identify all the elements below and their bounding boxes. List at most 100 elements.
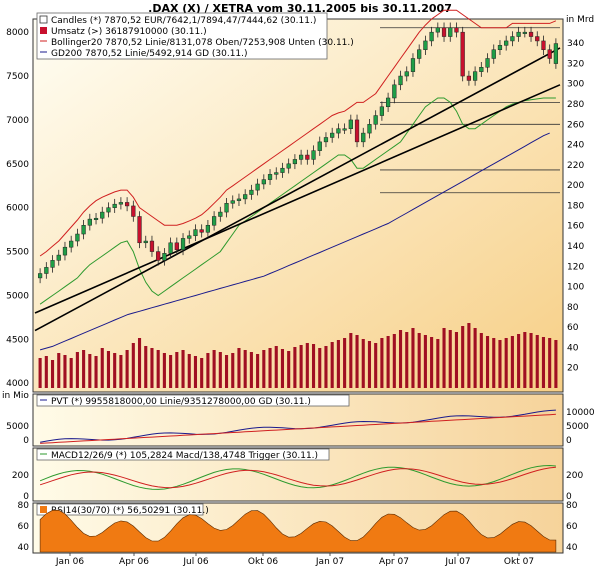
y-tick-right: 280	[567, 100, 584, 110]
candle-body	[528, 31, 534, 37]
candle-body	[81, 224, 86, 235]
volume-bar	[63, 355, 67, 388]
volume-bar	[330, 342, 334, 388]
candle-body	[317, 141, 322, 151]
y-tick-right: 180	[567, 201, 584, 211]
x-tick-label: Jul 06	[182, 557, 208, 567]
candle-body	[205, 224, 211, 233]
volume-bar	[231, 353, 235, 388]
candle-body	[466, 75, 472, 81]
candle-body	[230, 200, 235, 204]
x-tick-label: Jan 06	[55, 557, 84, 567]
volume-bar	[150, 348, 154, 388]
pvt-tick-right: 10000	[566, 408, 595, 418]
volume-bar	[473, 328, 477, 388]
macd-tick-left: 200	[12, 471, 29, 481]
pvt-tick-right: 5000	[566, 422, 589, 432]
candle-body	[535, 36, 540, 42]
candle-body	[385, 97, 391, 108]
volume-bar	[355, 335, 359, 388]
volume-bar	[144, 346, 148, 388]
x-tick-label: Okt 06	[248, 557, 278, 567]
rsi-tick-left: 40	[18, 543, 30, 553]
legend-candles-swatch	[39, 15, 48, 24]
candle-body	[124, 202, 130, 207]
volume-bar	[336, 340, 340, 388]
candle-body	[286, 163, 291, 169]
pvt-legend: PVT (*) 9955818000,00 Linie/9351278000,0…	[51, 397, 311, 407]
candle-body	[379, 106, 385, 116]
macd-tick-right: 0	[566, 492, 572, 502]
y-tick-left: 5500	[6, 248, 29, 258]
volume-bar	[517, 334, 521, 388]
volume-bar	[193, 356, 198, 388]
volume-bar	[405, 332, 409, 388]
gd200-line	[39, 132, 550, 351]
x-tick-label: Jul 07	[444, 557, 470, 567]
volume-bar	[467, 323, 471, 388]
volume-bar	[131, 343, 135, 388]
y-tick-right: 300	[567, 80, 584, 90]
candle-body	[516, 31, 521, 37]
volume-bar	[119, 355, 123, 388]
volume-bar	[274, 346, 278, 388]
y-tick-left: 7000	[6, 116, 29, 126]
candle-body	[367, 124, 372, 134]
candle-body	[149, 240, 155, 252]
y-tick-right: 80	[567, 303, 579, 313]
macd-tick-right: 200	[566, 471, 583, 481]
candle-body	[62, 246, 68, 256]
main-legend: Candles (*) 7870,52 EUR/7642,1/7894,47/7…	[36, 12, 354, 60]
candle-body	[417, 49, 422, 59]
candle-body	[267, 174, 273, 180]
volume-bar	[386, 336, 390, 388]
volume-bar	[430, 337, 434, 388]
candle-body	[479, 67, 484, 72]
volume-bar	[510, 336, 514, 388]
volume-bar	[479, 333, 483, 388]
candle-body	[410, 58, 416, 72]
pvt-panel: in Mio PVT (*) 9955818000,00 Linie/93512…	[2, 391, 595, 447]
y-tick-right: 120	[567, 262, 584, 272]
candle-body	[236, 198, 242, 201]
volume-bar	[57, 353, 61, 388]
candle-body	[187, 235, 192, 239]
legend-umsatz-swatch	[40, 27, 47, 34]
y-tick-right: 200	[567, 181, 584, 191]
candle-body	[156, 251, 161, 261]
volume-bar	[535, 335, 539, 388]
candle-body	[224, 203, 229, 213]
volume-bar	[181, 350, 185, 388]
y-tick-left: 4500	[6, 335, 29, 345]
volume-bar	[256, 354, 260, 388]
x-tick-label: Okt 07	[504, 557, 534, 567]
volume-bar	[125, 350, 129, 388]
y-tick-right: 60	[567, 323, 579, 333]
candle-body	[348, 119, 353, 129]
candle-body	[298, 154, 304, 160]
volume-bar	[243, 350, 247, 388]
volume-bar	[548, 338, 552, 388]
candle-body	[87, 218, 92, 226]
volume-bar	[280, 349, 285, 388]
volume-bar	[237, 348, 241, 388]
bollinger-upper-line	[39, 9, 557, 257]
volume-bar	[448, 330, 452, 388]
candle-body	[330, 132, 335, 138]
candle-body	[261, 179, 266, 185]
volume-bar	[417, 333, 421, 388]
rsi-area	[39, 509, 557, 553]
candle-body	[510, 36, 515, 42]
candle-body	[93, 217, 99, 220]
macd-panel: MACD12/26/9 (*) 105,2824 Macd/138,4748 T…	[12, 447, 583, 502]
volume-bar	[50, 360, 55, 388]
x-tick-label: Apr 07	[379, 557, 409, 567]
candle-body	[112, 203, 117, 208]
volume-bar	[349, 333, 353, 388]
volume-bar	[485, 336, 490, 388]
volume-bar	[38, 358, 42, 388]
y-tick-right: 20	[567, 364, 579, 374]
volume-bar	[187, 354, 191, 388]
candle-body	[75, 233, 80, 242]
candle-body	[354, 119, 360, 143]
